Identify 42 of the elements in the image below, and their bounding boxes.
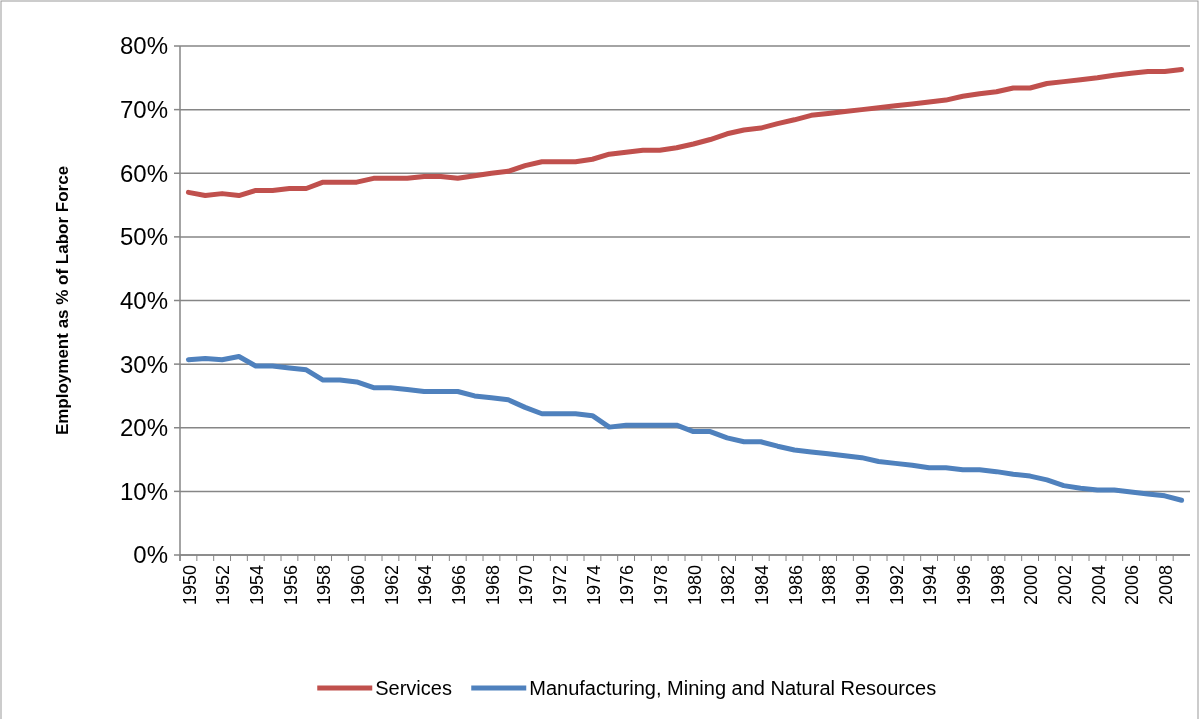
y-tick-label: 60% xyxy=(119,159,168,187)
x-tick-label: 1962 xyxy=(381,565,402,606)
x-tick-label: 2002 xyxy=(1055,565,1076,606)
x-tick-label: 1958 xyxy=(314,565,335,606)
x-tick-label: 1950 xyxy=(179,565,200,606)
legend-label: Services xyxy=(375,677,452,699)
x-tick-label: 1966 xyxy=(449,565,470,606)
y-tick-label: 0% xyxy=(133,541,168,569)
y-tick-label: 30% xyxy=(119,350,168,378)
x-tick-label: 1986 xyxy=(785,565,806,606)
x-tick-label: 1972 xyxy=(550,565,571,606)
x-tick-label: 1956 xyxy=(280,565,301,606)
x-tick-label: 1960 xyxy=(348,565,369,606)
x-tick-label: 1994 xyxy=(920,565,941,606)
y-tick-label: 70% xyxy=(119,96,168,124)
x-tick-label: 1998 xyxy=(987,565,1008,606)
x-tick-label: 1954 xyxy=(247,565,268,606)
x-tick-label: 1968 xyxy=(482,565,503,606)
x-tick-label: 1990 xyxy=(853,565,874,606)
x-tick-label: 1988 xyxy=(819,565,840,606)
x-tick-label: 2006 xyxy=(1122,565,1143,606)
y-tick-label: 40% xyxy=(119,286,168,314)
y-tick-label: 80% xyxy=(119,32,168,60)
x-tick-label: 2004 xyxy=(1088,565,1109,606)
y-tick-label: 10% xyxy=(119,477,168,505)
x-tick-label: 1976 xyxy=(617,565,638,606)
y-axis-title: Employment as % of Labor Force xyxy=(53,165,72,436)
x-tick-label: 1978 xyxy=(651,565,672,606)
legend-label: Manufacturing, Mining and Natural Resources xyxy=(529,677,937,699)
x-tick-label: 2008 xyxy=(1156,565,1177,606)
x-tick-label: 1982 xyxy=(718,565,739,606)
x-tick-label: 1952 xyxy=(213,565,234,606)
x-tick-label: 1964 xyxy=(415,565,436,606)
y-tick-label: 20% xyxy=(119,414,168,442)
y-tick-label: 50% xyxy=(119,223,168,251)
x-tick-label: 1984 xyxy=(752,565,773,606)
x-tick-label: 1992 xyxy=(886,565,907,606)
x-tick-label: 1980 xyxy=(684,565,705,606)
x-tick-label: 1974 xyxy=(583,565,604,606)
x-tick-label: 1996 xyxy=(954,565,975,606)
x-tick-label: 1970 xyxy=(516,565,537,606)
x-tick-label: 2000 xyxy=(1021,565,1042,606)
